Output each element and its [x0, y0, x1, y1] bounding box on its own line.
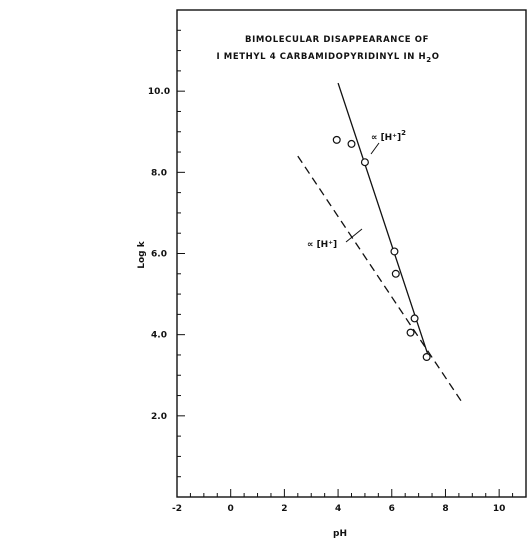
plot-frame: [176, 9, 527, 498]
data-point: [390, 247, 399, 256]
data-point: [410, 314, 419, 323]
data-point: [422, 352, 431, 361]
data-point: [406, 328, 415, 337]
x-tick-label: 6: [389, 504, 395, 514]
annotation-leader-h-plus: [345, 228, 363, 243]
chart-title-line-2: I METHYL 4 CARBAMIDOPYRIDINYL IN H2O: [216, 52, 439, 64]
x-tick-label: -2: [172, 504, 182, 514]
x-axis-label: pH: [333, 529, 347, 539]
y-tick-label: 6.0: [151, 250, 167, 260]
y-tick-label: 8.0: [151, 168, 167, 178]
data-point: [347, 139, 356, 148]
y-tick-label: 4.0: [151, 331, 167, 341]
data-point: [332, 135, 341, 144]
x-tick-label: 10: [493, 504, 506, 514]
x-tick-label: 8: [442, 504, 448, 514]
data-point: [391, 269, 400, 278]
fit-line-h-plus-squared: [337, 82, 430, 360]
fit-line-h-plus: [297, 155, 463, 402]
y-axis-label: Log k: [137, 240, 147, 268]
y-tick-label: 10.0: [148, 87, 170, 97]
data-point: [360, 158, 369, 167]
x-tick-label: 4: [335, 504, 341, 514]
annotation-h-plus-squared: ∝ [H⁺]2: [371, 129, 406, 143]
y-tick-label: 2.0: [151, 412, 167, 422]
annotation-leader-h-plus-squared: [370, 142, 380, 155]
annotation-h-plus: ∝ [H⁺]: [307, 240, 337, 250]
x-tick-label: 0: [228, 504, 234, 514]
x-tick-label: 2: [281, 504, 287, 514]
chart-title-line-1: BIMOLECULAR DISAPPEARANCE OF: [245, 35, 429, 45]
